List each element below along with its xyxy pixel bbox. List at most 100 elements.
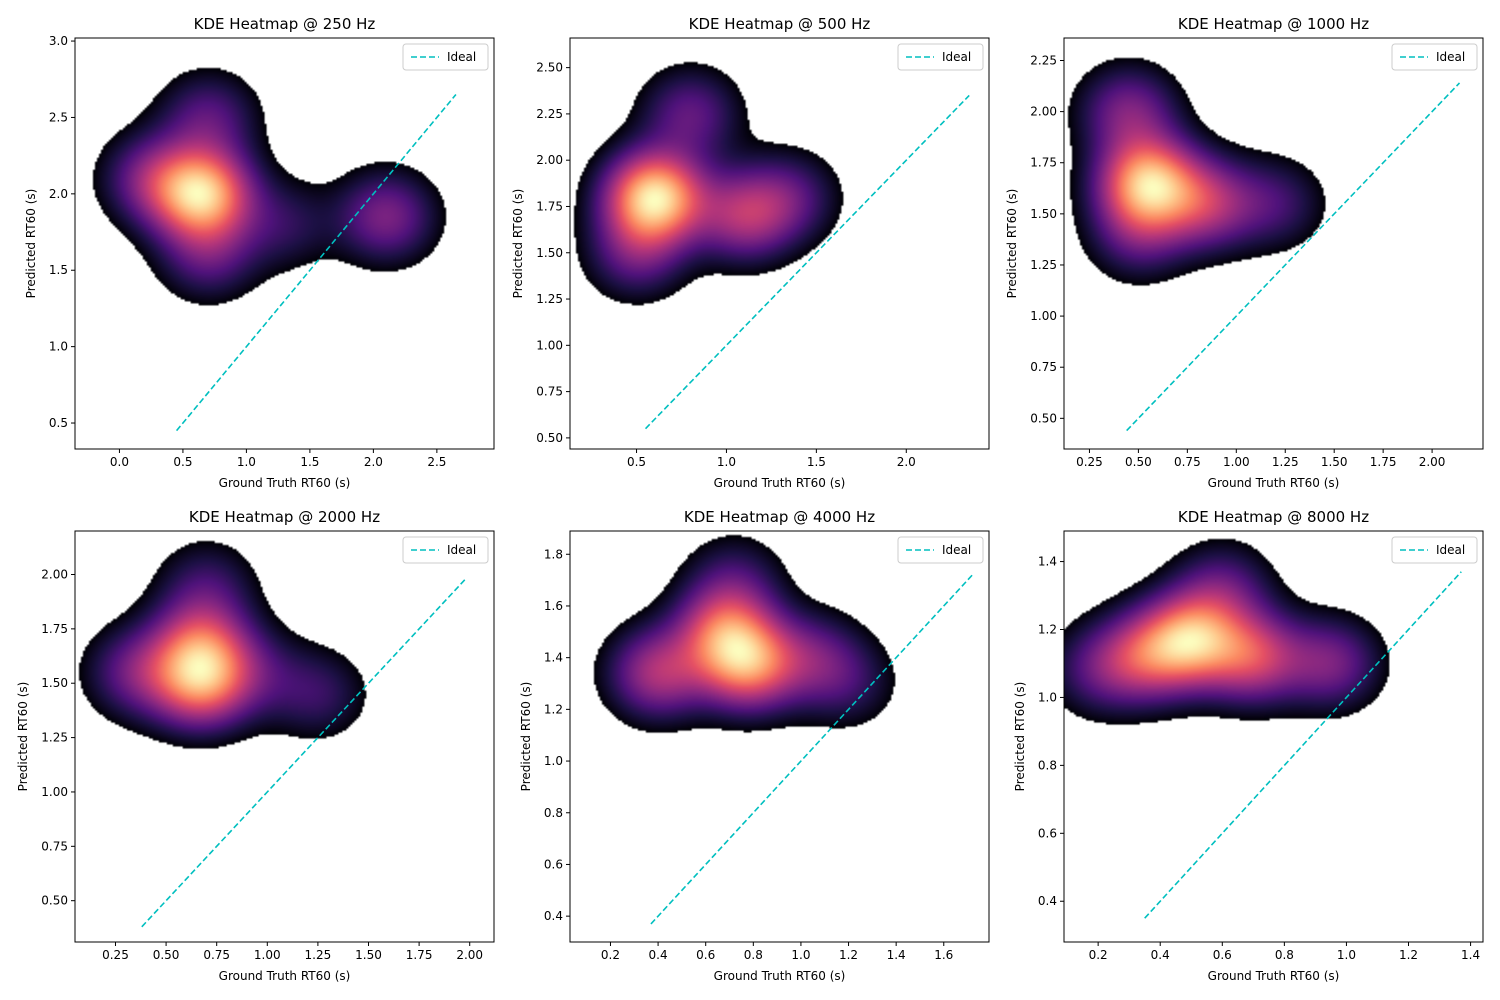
y-axis-label: Predicted RT60 (s) [24,189,38,299]
x-tick-label: 0.5 [627,455,646,469]
x-tick-label: 1.2 [839,948,858,962]
legend-box [897,536,984,564]
ideal-line [1144,571,1462,919]
x-tick-label: 2.00 [456,948,483,962]
y-axis-label: Predicted RT60 (s) [16,682,30,792]
x-tick-label: 0.0 [110,455,129,469]
y-axis-label: Predicted RT60 (s) [1005,189,1019,299]
y-tick-label: 1.75 [536,199,563,213]
x-tick-label: 1.50 [355,948,382,962]
x-tick-label: 0.2 [601,948,620,962]
y-tick-label: 1.50 [1030,207,1057,221]
y-tick-label: 1.5 [49,263,68,277]
legend-label: Ideal [1436,543,1465,557]
kde-density [75,38,494,449]
y-tick-label: 0.8 [1038,758,1057,772]
y-tick-label: 0.50 [536,431,563,445]
axes-frame [569,530,990,943]
y-tick-label: 0.50 [41,894,68,908]
x-tick-label: 2.5 [427,455,446,469]
x-tick-label: 1.6 [934,948,953,962]
x-tick-label: 1.4 [887,948,906,962]
subplot-title: KDE Heatmap @ 8000 Hz [1178,508,1369,526]
y-tick-label: 0.75 [41,839,68,853]
y-tick-label: 1.0 [544,754,563,768]
axes-frame [74,530,495,943]
legend: Ideal [897,536,984,564]
y-tick-label: 2.25 [1030,53,1057,67]
y-tick-label: 1.8 [544,547,563,561]
y-tick-label: 1.2 [544,702,563,716]
subplot-title: KDE Heatmap @ 1000 Hz [1178,15,1369,33]
x-axis-label: Ground Truth RT60 (s) [1208,969,1340,983]
y-tick-label: 0.75 [1030,360,1057,374]
x-tick-label: 0.75 [203,948,230,962]
ideal-line [1126,82,1461,432]
y-tick-label: 0.50 [1030,411,1057,425]
subplot-title: KDE Heatmap @ 500 Hz [689,15,871,33]
x-tick-label: 1.00 [254,948,281,962]
y-tick-label: 1.0 [49,340,68,354]
x-tick-label: 0.25 [102,948,129,962]
legend-label: Ideal [447,50,476,64]
axes-frame [1063,530,1484,943]
y-tick-label: 0.8 [544,806,563,820]
y-tick-label: 2.25 [536,107,563,121]
legend: Ideal [897,43,984,71]
legend-label: Ideal [1436,50,1465,64]
subplot-title: KDE Heatmap @ 2000 Hz [189,508,380,526]
y-tick-label: 1.00 [41,785,68,799]
subplot-5: 0.2 0.4 0.6 0.8 1.0 1.2 1.4 1.6 0.4 0.6 0.8 1.0 1.2 1… [519,508,990,983]
kde-density [1064,531,1483,942]
y-tick-label: 2.00 [536,153,563,167]
x-tick-label: 0.8 [1275,948,1294,962]
y-tick-label: 1.50 [41,676,68,690]
x-tick-label: 0.2 [1089,948,1108,962]
subplot-1: 0.0 0.5 1.0 1.5 2.0 2.5 0.5 1.0 1.5 2.0 2.5 3.0 KDE … [24,15,495,490]
kde-density [75,531,494,942]
y-axis-label: Predicted RT60 (s) [511,189,525,299]
y-tick-label: 2.00 [1030,105,1057,119]
x-tick-label: 2.00 [1419,455,1446,469]
legend-label: Ideal [447,543,476,557]
y-tick-label: 0.4 [544,909,563,923]
x-tick-label: 1.5 [807,455,826,469]
legend-label: Ideal [942,50,971,64]
subplot-title: KDE Heatmap @ 250 Hz [194,15,376,33]
legend-box [402,536,489,564]
legend-box [1391,43,1478,71]
x-tick-label: 1.0 [237,455,256,469]
ideal-line [141,578,467,928]
legend-box [1391,536,1478,564]
legend: Ideal [402,536,489,564]
subplot-3: 0.25 0.50 0.75 1.00 1.25 1.50 1.75 2.00 0.50 0.75… [1005,15,1484,490]
x-axis-label: Ground Truth RT60 (s) [714,969,846,983]
legend-box [897,43,984,71]
legend: Ideal [1391,536,1478,564]
axes-frame [569,37,990,450]
y-tick-label: 3.0 [49,34,68,48]
x-tick-label: 0.4 [1151,948,1170,962]
y-tick-label: 1.25 [1030,258,1057,272]
y-tick-label: 2.0 [49,187,68,201]
subplot-2: 0.5 1.0 1.5 2.0 0.50 0.75 1.00 1.25 1.50 1.75 2.00… [511,15,990,490]
y-tick-label: 0.5 [49,416,68,430]
ideal-line [175,94,457,432]
x-tick-label: 0.50 [1125,455,1152,469]
x-tick-label: 0.6 [696,948,715,962]
x-tick-label: 0.8 [744,948,763,962]
y-tick-label: 0.75 [536,385,563,399]
y-tick-label: 1.4 [1038,555,1057,569]
y-tick-label: 1.25 [536,292,563,306]
x-axis-label: Ground Truth RT60 (s) [219,476,351,490]
x-tick-label: 1.00 [1223,455,1250,469]
x-tick-label: 0.25 [1076,455,1103,469]
x-axis-label: Ground Truth RT60 (s) [714,476,846,490]
y-tick-label: 0.6 [544,857,563,871]
y-tick-label: 1.0 [1038,690,1057,704]
y-tick-label: 1.75 [1030,156,1057,170]
x-tick-label: 0.4 [649,948,668,962]
legend-box [402,43,489,71]
x-tick-label: 1.0 [1337,948,1356,962]
legend: Ideal [402,43,489,71]
